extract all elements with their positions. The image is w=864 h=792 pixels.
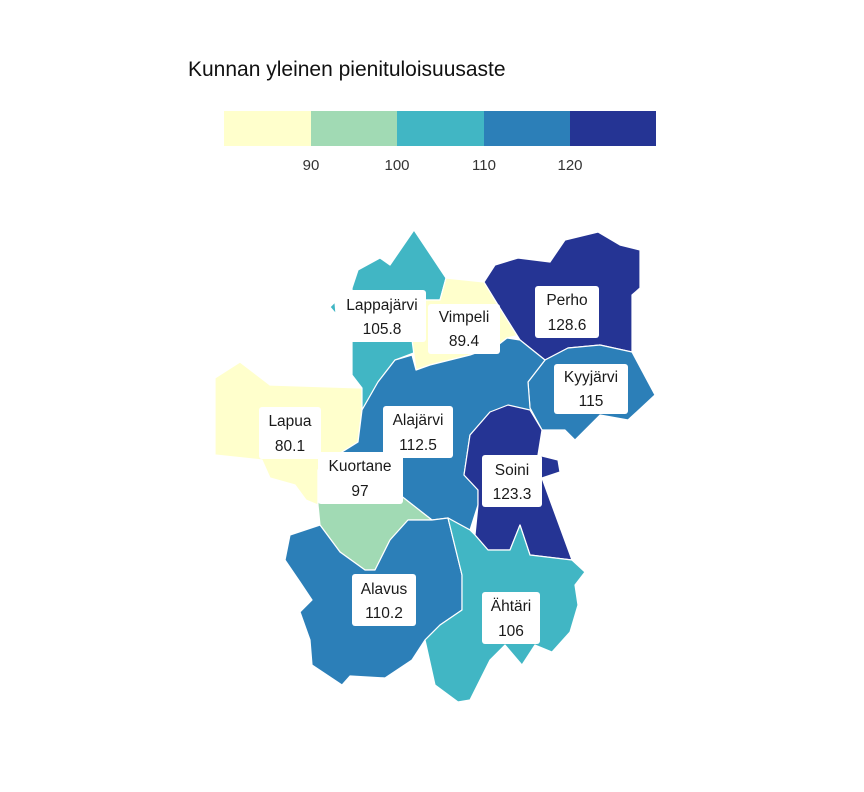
legend-swatch-2: [397, 111, 484, 146]
label-alavus: Alavus 110.2: [352, 574, 416, 626]
label-box-kyyjarvi: [554, 364, 628, 414]
label-value-alavus: 110.2: [365, 605, 403, 622]
label-name-soini: Soini: [495, 462, 529, 479]
legend-break-0: 90: [303, 157, 320, 174]
label-name-ahtari: Ähtäri: [491, 598, 532, 615]
label-value-perho: 128.6: [548, 317, 587, 334]
label-lappajarvi: Lappajärvi 105.8: [338, 290, 426, 342]
label-value-kyyjarvi: 115: [579, 393, 604, 410]
label-name-alavus: Alavus: [361, 581, 408, 598]
label-value-soini: 123.3: [493, 486, 532, 503]
label-value-lappajarvi: 105.8: [363, 321, 402, 338]
label-soini: Soini 123.3: [482, 455, 542, 507]
map-title: Kunnan yleinen pienituloisuusaste: [188, 58, 506, 81]
legend-swatch-0: [224, 111, 311, 146]
label-box-soini: [482, 455, 542, 507]
label-name-alajarvi: Alajärvi: [393, 412, 444, 429]
label-name-perho: Perho: [546, 292, 587, 309]
legend-swatch-1: [311, 111, 397, 146]
label-value-ahtari: 106: [498, 623, 524, 640]
label-box-vimpeli: [428, 304, 500, 354]
region-lappajarvi-islet[interactable]: [329, 301, 337, 315]
label-kuortane: Kuortane 97: [318, 452, 403, 504]
legend-swatch-3: [484, 111, 570, 146]
label-alajarvi: Alajärvi 112.5: [383, 406, 453, 458]
label-name-kyyjarvi: Kyyjärvi: [564, 369, 618, 386]
label-ahtari: Ähtäri 106: [482, 592, 540, 644]
label-box-kuortane: [318, 452, 403, 504]
label-box-alavus: [352, 574, 416, 626]
legend-break-2: 110: [472, 157, 496, 174]
label-kyyjarvi: Kyyjärvi 115: [554, 364, 628, 414]
label-box-perho: [535, 286, 599, 338]
label-box-ahtari: [482, 592, 540, 644]
label-perho: Perho 128.6: [535, 286, 599, 338]
legend-swatch-4: [570, 111, 656, 146]
label-value-alajarvi: 112.5: [399, 437, 437, 454]
legend-break-3: 120: [557, 157, 582, 174]
label-name-lappajarvi: Lappajärvi: [346, 297, 418, 314]
label-name-lapua: Lapua: [268, 413, 311, 430]
color-legend: 90 100 110 120: [224, 111, 656, 174]
municipality-labels: Lappajärvi 105.8 Vimpeli 89.4 Perho 128.…: [259, 286, 628, 644]
label-vimpeli: Vimpeli 89.4: [428, 304, 500, 354]
label-name-vimpeli: Vimpeli: [439, 309, 490, 326]
label-value-kuortane: 97: [351, 483, 368, 500]
legend-break-1: 100: [384, 157, 409, 174]
label-box-lappajarvi: [338, 290, 426, 342]
label-value-lapua: 80.1: [275, 438, 305, 455]
label-box-lapua: [259, 407, 321, 459]
label-box-alajarvi: [383, 406, 453, 458]
label-value-vimpeli: 89.4: [449, 333, 480, 350]
label-name-kuortane: Kuortane: [329, 458, 392, 475]
label-lapua: Lapua 80.1: [259, 407, 321, 459]
